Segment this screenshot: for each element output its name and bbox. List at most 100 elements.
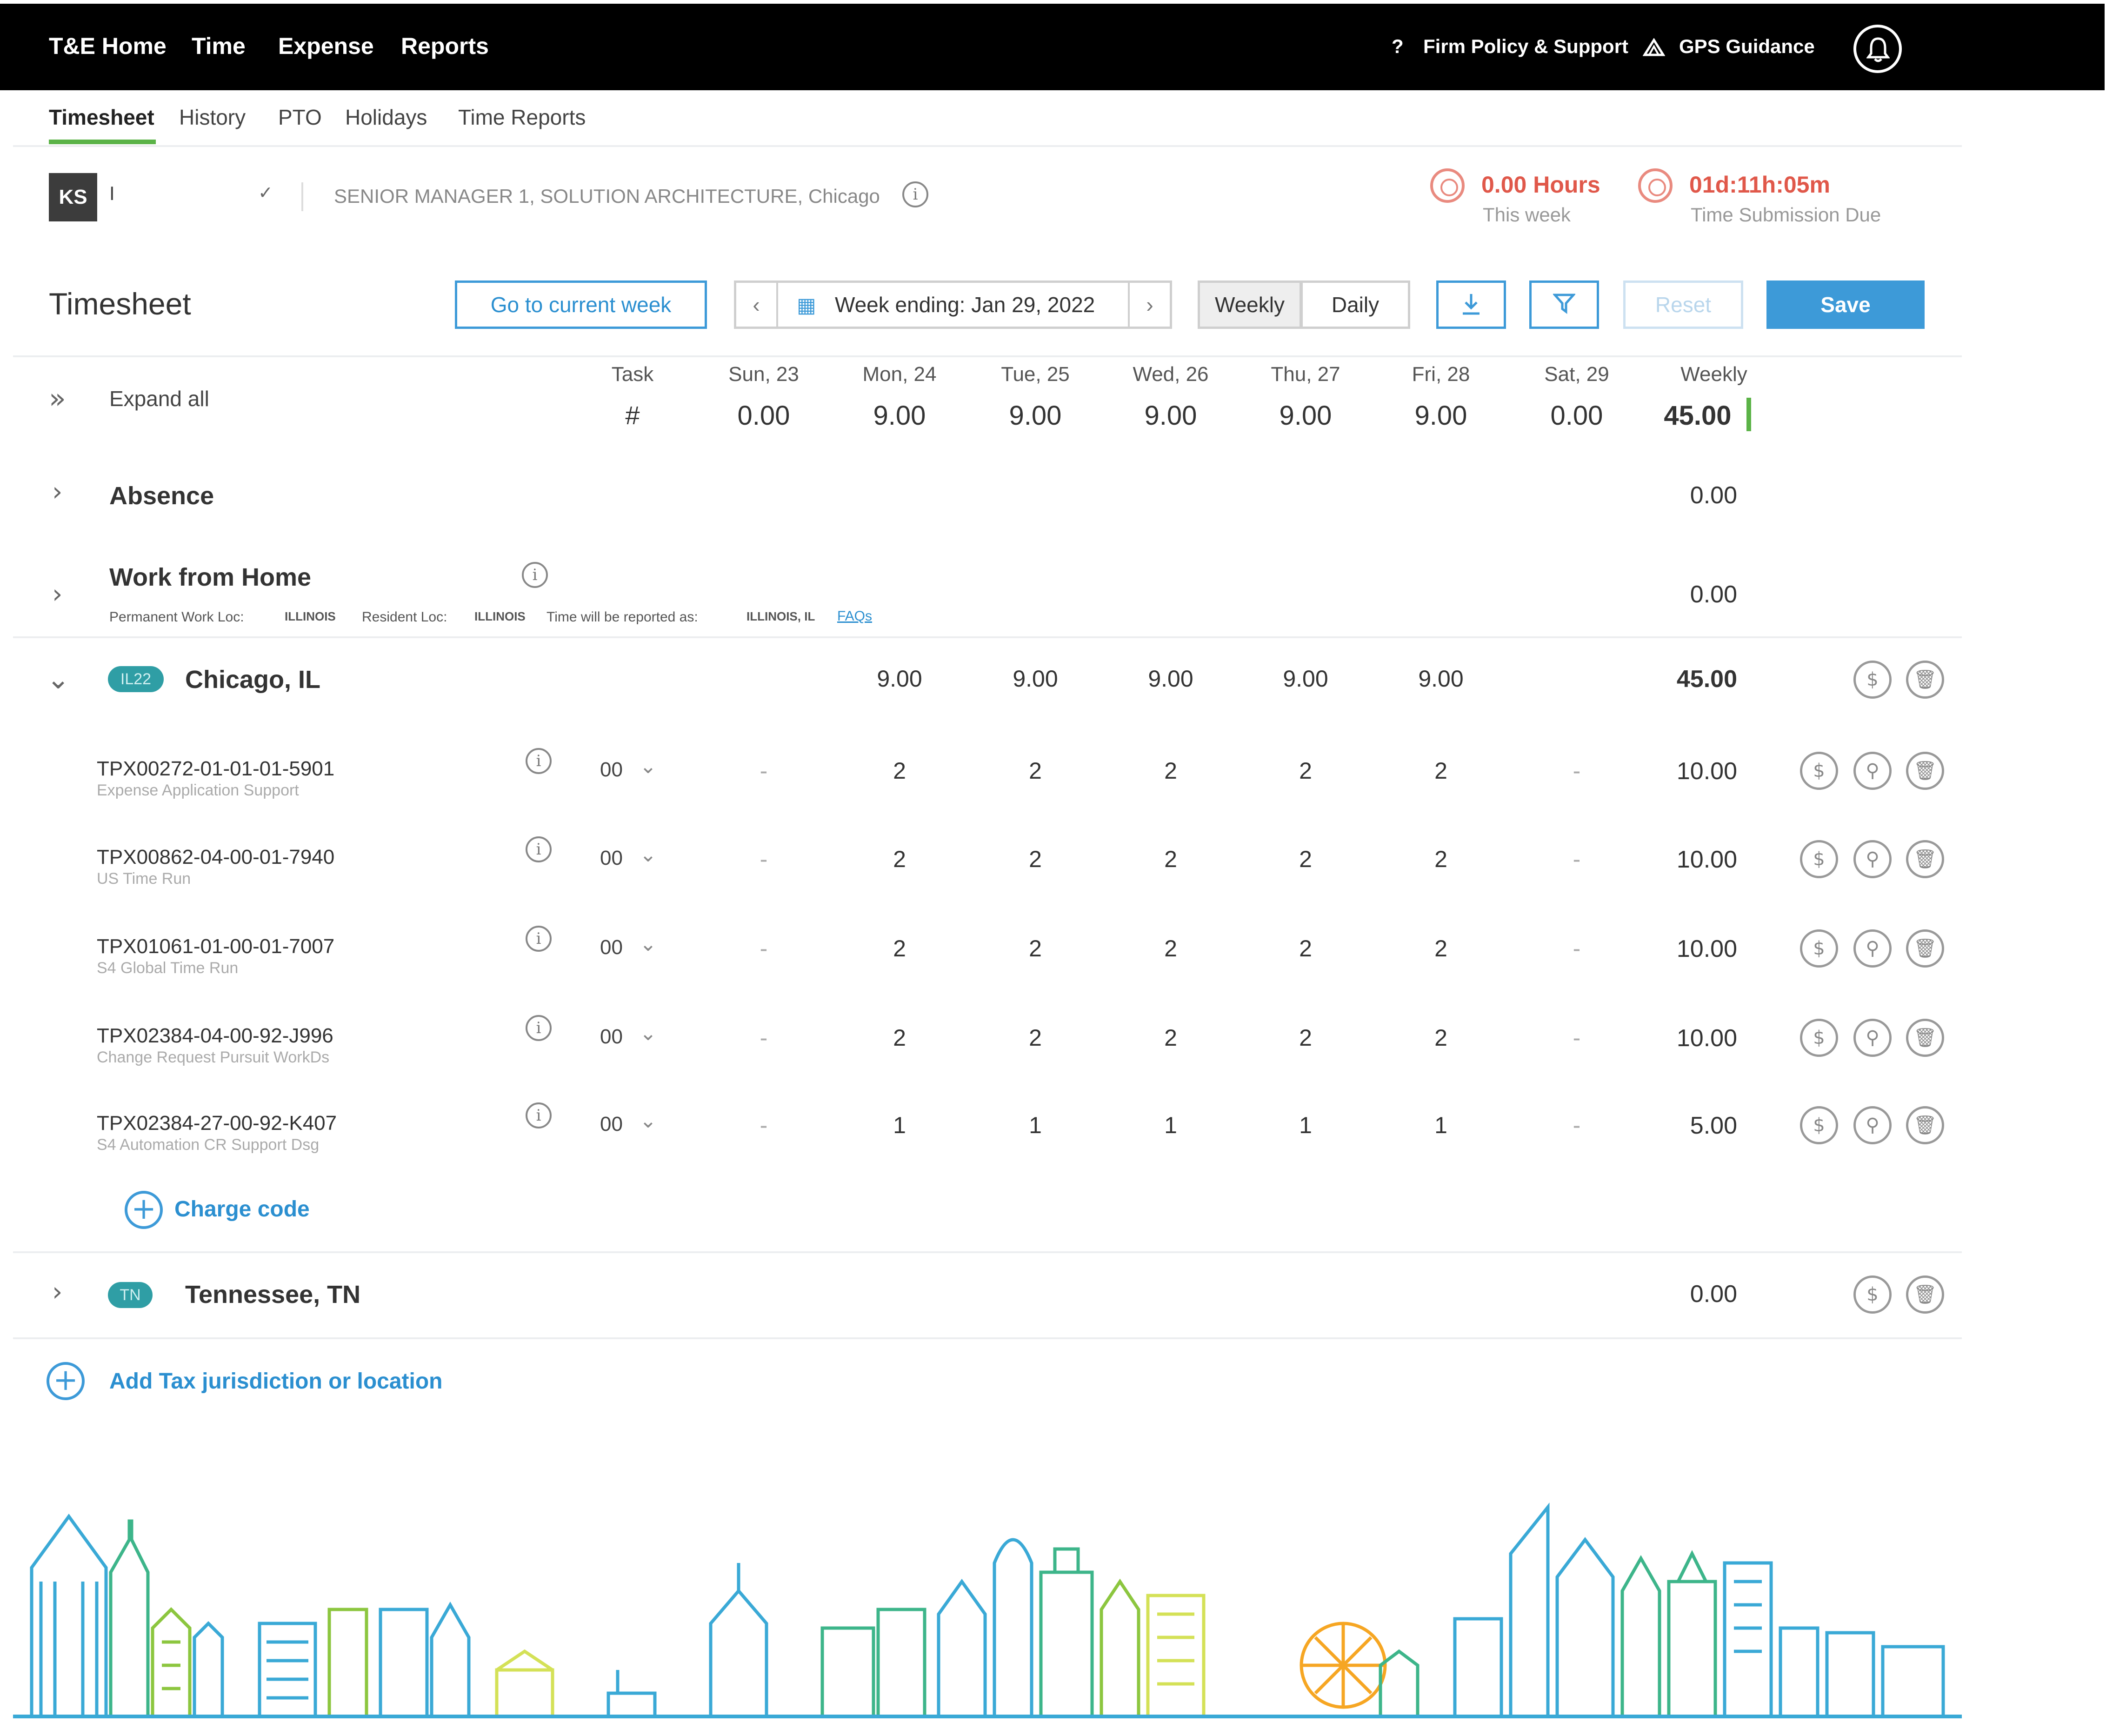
hours-cell-wed[interactable]: 2 xyxy=(1164,935,1177,961)
nav-expense[interactable]: Expense xyxy=(278,33,374,59)
hours-cell-sun[interactable]: - xyxy=(760,1025,768,1051)
chevron-down-icon[interactable]: ⌄ xyxy=(47,663,70,695)
chevron-down-icon[interactable]: ⌄ xyxy=(640,1109,657,1132)
hours-cell-wed[interactable]: 1 xyxy=(1164,1112,1177,1138)
dollar-icon[interactable]: $ xyxy=(1853,661,1892,699)
task-select[interactable]: 00 xyxy=(600,936,623,959)
info-icon[interactable]: i xyxy=(902,181,928,207)
hours-cell-fri[interactable]: 2 xyxy=(1434,1025,1447,1051)
hours-cell-fri[interactable]: 2 xyxy=(1434,758,1447,784)
hours-cell-sun[interactable]: - xyxy=(760,758,768,784)
tab-pto[interactable]: PTO xyxy=(278,105,322,129)
info-icon[interactable]: i xyxy=(526,1015,552,1041)
employee-dropdown-chevron-icon[interactable]: ✓ xyxy=(258,183,273,203)
info-icon[interactable]: i xyxy=(526,836,552,862)
expand-all-link[interactable]: Expand all xyxy=(109,387,209,411)
dollar-icon[interactable]: $ xyxy=(1800,929,1838,968)
charge-code[interactable]: TPX01061-01-00-01-7007 xyxy=(97,935,335,958)
hours-cell-wed[interactable]: 2 xyxy=(1164,1025,1177,1051)
dollar-icon[interactable]: $ xyxy=(1853,1275,1892,1314)
next-week-button[interactable]: › xyxy=(1128,283,1170,327)
task-select[interactable]: 00 xyxy=(600,758,623,781)
trash-icon[interactable]: 🗑 xyxy=(1906,1275,1944,1314)
hours-cell-tue[interactable]: 1 xyxy=(1029,1112,1042,1138)
hours-cell-thu[interactable]: 2 xyxy=(1299,1025,1312,1051)
add-charge-code-link[interactable]: Charge code xyxy=(174,1197,310,1222)
hours-cell-mon[interactable]: 2 xyxy=(893,846,906,872)
nav-te-home[interactable]: T&E Home xyxy=(49,33,167,59)
hours-cell-sun[interactable]: - xyxy=(760,935,768,961)
trash-icon[interactable]: 🗑 xyxy=(1906,661,1944,699)
hours-cell-sat[interactable]: - xyxy=(1573,1025,1581,1051)
download-button[interactable] xyxy=(1436,280,1506,329)
week-ending-label[interactable]: Week ending: Jan 29, 2022 xyxy=(835,293,1095,317)
tab-time-reports[interactable]: Time Reports xyxy=(458,105,586,129)
link-icon[interactable]: ⚲ xyxy=(1853,1106,1892,1144)
notification-bell-icon[interactable] xyxy=(1853,25,1902,73)
hours-cell-tue[interactable]: 2 xyxy=(1029,1025,1042,1051)
tab-history[interactable]: History xyxy=(179,105,246,129)
task-select[interactable]: 00 xyxy=(600,1113,623,1135)
dollar-icon[interactable]: $ xyxy=(1800,1106,1838,1144)
info-icon[interactable]: i xyxy=(522,562,548,588)
hours-cell-tue[interactable]: 2 xyxy=(1029,758,1042,784)
reset-button[interactable]: Reset xyxy=(1623,280,1743,329)
weekly-toggle[interactable]: Weekly xyxy=(1198,280,1302,329)
charge-code[interactable]: TPX00272-01-01-01-5901 xyxy=(97,757,335,780)
tab-holidays[interactable]: Holidays xyxy=(345,105,427,129)
info-icon[interactable]: i xyxy=(526,1102,552,1128)
link-icon[interactable]: ⚲ xyxy=(1853,1019,1892,1057)
hours-cell-thu[interactable]: 2 xyxy=(1299,846,1312,872)
hours-cell-wed[interactable]: 2 xyxy=(1164,846,1177,872)
hours-cell-fri[interactable]: 2 xyxy=(1434,935,1447,961)
gps-guidance-link[interactable]: GPS Guidance xyxy=(1679,35,1815,57)
dollar-icon[interactable]: $ xyxy=(1800,840,1838,878)
hours-cell-thu[interactable]: 2 xyxy=(1299,935,1312,961)
add-charge-code-icon[interactable]: + xyxy=(125,1191,163,1229)
charge-code[interactable]: TPX02384-27-00-92-K407 xyxy=(97,1112,337,1135)
hours-cell-sat[interactable]: - xyxy=(1573,1112,1581,1138)
add-location-icon[interactable]: + xyxy=(47,1362,85,1400)
hours-cell-tue[interactable]: 2 xyxy=(1029,846,1042,872)
chevron-right-icon[interactable]: › xyxy=(52,579,63,609)
charge-code[interactable]: TPX00862-04-00-01-7940 xyxy=(97,846,335,868)
trash-icon[interactable]: 🗑 xyxy=(1906,1019,1944,1057)
link-icon[interactable]: ⚲ xyxy=(1853,840,1892,878)
task-select[interactable]: 00 xyxy=(600,847,623,869)
go-to-current-week-button[interactable]: Go to current week xyxy=(455,280,707,329)
daily-toggle[interactable]: Daily xyxy=(1300,280,1410,329)
hours-cell-sat[interactable]: - xyxy=(1573,758,1581,784)
hours-cell-thu[interactable]: 2 xyxy=(1299,758,1312,784)
hours-cell-sat[interactable]: - xyxy=(1573,846,1581,872)
hours-cell-mon[interactable]: 2 xyxy=(893,1025,906,1051)
chevron-down-icon[interactable]: ⌄ xyxy=(640,755,657,778)
hours-cell-mon[interactable]: 2 xyxy=(893,935,906,961)
wfh-label[interactable]: Work from Home xyxy=(109,563,312,591)
hours-cell-wed[interactable]: 2 xyxy=(1164,758,1177,784)
info-icon[interactable]: i xyxy=(526,748,552,774)
hours-cell-sun[interactable]: - xyxy=(760,1112,768,1138)
trash-icon[interactable]: 🗑 xyxy=(1906,840,1944,878)
firm-policy-link[interactable]: Firm Policy & Support xyxy=(1423,35,1629,57)
chevron-down-icon[interactable]: ⌄ xyxy=(640,1022,657,1045)
chevron-down-icon[interactable]: ⌄ xyxy=(640,933,657,955)
faqs-link[interactable]: FAQs xyxy=(837,608,873,624)
add-tax-jurisdiction-link[interactable]: Add Tax jurisdiction or location xyxy=(109,1369,443,1394)
link-icon[interactable]: ⚲ xyxy=(1853,752,1892,790)
dollar-icon[interactable]: $ xyxy=(1800,1019,1838,1057)
nav-reports[interactable]: Reports xyxy=(401,33,489,59)
absence-label[interactable]: Absence xyxy=(109,482,214,510)
hours-cell-sun[interactable]: - xyxy=(760,846,768,872)
hours-cell-fri[interactable]: 2 xyxy=(1434,846,1447,872)
chevron-right-icon[interactable]: › xyxy=(52,1277,63,1307)
save-button[interactable]: Save xyxy=(1766,280,1925,329)
info-icon[interactable]: i xyxy=(526,926,552,952)
chevron-down-icon[interactable]: ⌄ xyxy=(640,843,657,866)
task-select[interactable]: 00 xyxy=(600,1025,623,1048)
chevron-right-icon[interactable]: › xyxy=(52,477,63,507)
tennessee-label[interactable]: Tennessee, TN xyxy=(185,1281,361,1309)
chicago-label[interactable]: Chicago, IL xyxy=(185,666,321,694)
hours-cell-thu[interactable]: 1 xyxy=(1299,1112,1312,1138)
expand-all-icon[interactable]: » xyxy=(49,382,66,415)
link-icon[interactable]: ⚲ xyxy=(1853,929,1892,968)
